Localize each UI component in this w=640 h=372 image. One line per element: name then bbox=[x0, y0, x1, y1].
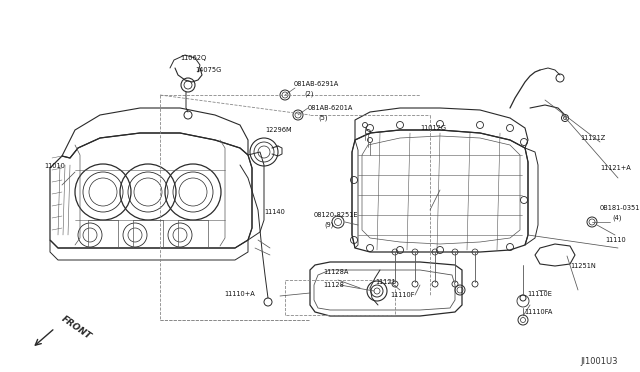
Text: 11110F: 11110F bbox=[390, 292, 415, 298]
Text: 11062Q: 11062Q bbox=[180, 55, 206, 61]
Text: 11110E: 11110E bbox=[527, 291, 552, 297]
Text: 11140: 11140 bbox=[264, 209, 285, 215]
Text: 11251N: 11251N bbox=[570, 263, 596, 269]
Text: 081AB-6291A: 081AB-6291A bbox=[294, 81, 339, 87]
Text: 11012G: 11012G bbox=[420, 125, 446, 131]
Text: 12296M: 12296M bbox=[265, 127, 292, 133]
Text: (2): (2) bbox=[304, 91, 314, 97]
Text: 11110FA: 11110FA bbox=[524, 309, 552, 315]
Text: 11121: 11121 bbox=[375, 279, 396, 285]
Text: (9): (9) bbox=[324, 222, 333, 228]
Text: 11121+A: 11121+A bbox=[600, 165, 631, 171]
Text: FRONT: FRONT bbox=[60, 314, 93, 341]
Text: 11110: 11110 bbox=[605, 237, 626, 243]
Text: 11121Z: 11121Z bbox=[580, 135, 605, 141]
Text: 11010: 11010 bbox=[44, 163, 65, 169]
Text: (5): (5) bbox=[318, 115, 328, 121]
Text: 11128: 11128 bbox=[323, 282, 344, 288]
Text: 11128A: 11128A bbox=[323, 269, 348, 275]
Text: 0B181-0351E: 0B181-0351E bbox=[600, 205, 640, 211]
Text: 11110+A: 11110+A bbox=[224, 291, 255, 297]
Text: (4): (4) bbox=[612, 215, 621, 221]
Text: JI1001U3: JI1001U3 bbox=[580, 357, 618, 366]
Text: 14075G: 14075G bbox=[195, 67, 221, 73]
Text: 081AB-6201A: 081AB-6201A bbox=[308, 105, 353, 111]
Text: 08120-8251E: 08120-8251E bbox=[314, 212, 358, 218]
